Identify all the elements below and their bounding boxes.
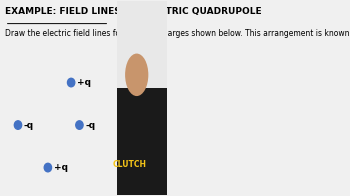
Text: CLUTCH: CLUTCH (113, 161, 147, 170)
Text: Draw the electric field lines for the four charges shown below. This arrangement: Draw the electric field lines for the fo… (5, 29, 350, 38)
Circle shape (68, 78, 75, 87)
Text: -q: -q (85, 121, 95, 130)
Text: +q: +q (54, 163, 68, 172)
Text: -q: -q (24, 121, 34, 130)
Circle shape (76, 121, 83, 129)
FancyBboxPatch shape (117, 1, 167, 88)
Circle shape (14, 121, 22, 129)
Text: EXAMPLE: FIELD LINES OF ELECTRIC QUADRUPOLE: EXAMPLE: FIELD LINES OF ELECTRIC QUADRUP… (5, 7, 261, 16)
Ellipse shape (125, 54, 148, 96)
Circle shape (44, 163, 51, 172)
FancyBboxPatch shape (117, 79, 167, 195)
Text: +q: +q (77, 78, 91, 87)
FancyBboxPatch shape (120, 121, 164, 195)
